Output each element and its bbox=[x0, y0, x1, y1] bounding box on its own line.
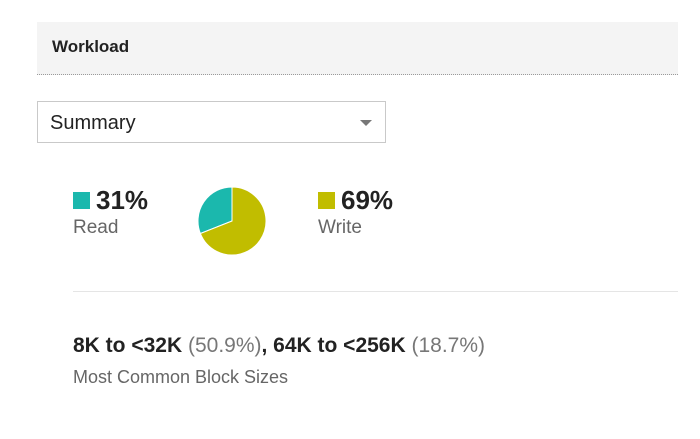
block-size-secondary: 64K to <256K bbox=[273, 334, 406, 357]
pie-slice-write bbox=[199, 186, 267, 256]
write-percent: 69% bbox=[341, 185, 394, 215]
block-size-primary-percent: (50.9%) bbox=[187, 334, 262, 357]
section-divider bbox=[73, 291, 678, 292]
read-stat: 31% Read bbox=[73, 186, 148, 239]
block-size-secondary-percent: (18.7%) bbox=[411, 334, 486, 357]
write-stat: 69% Write bbox=[318, 186, 393, 239]
view-select-value: Summary bbox=[50, 112, 136, 134]
read-percent: 31% bbox=[96, 185, 149, 215]
read-swatch bbox=[73, 191, 90, 209]
view-select[interactable]: Summary bbox=[37, 101, 386, 143]
write-label: Write bbox=[318, 217, 362, 238]
write-stat-top: 69% bbox=[318, 186, 393, 214]
block-sizes-summary: 8K to <32K (50.9%), 64K to <256K (18.7%) bbox=[73, 334, 485, 358]
read-write-pie-chart bbox=[197, 186, 267, 256]
read-stat-top: 31% bbox=[73, 186, 148, 214]
write-swatch bbox=[318, 191, 335, 209]
panel-title: Workload bbox=[52, 37, 130, 56]
block-size-primary: 8K to <32K bbox=[73, 334, 183, 357]
pie-slice-read bbox=[197, 186, 233, 235]
block-size-separator: , bbox=[261, 334, 274, 357]
chevron-down-icon bbox=[360, 120, 372, 126]
workload-panel-header: Workload bbox=[37, 22, 678, 75]
block-sizes-label: Most Common Block Sizes bbox=[73, 367, 289, 387]
read-label: Read bbox=[73, 217, 119, 238]
